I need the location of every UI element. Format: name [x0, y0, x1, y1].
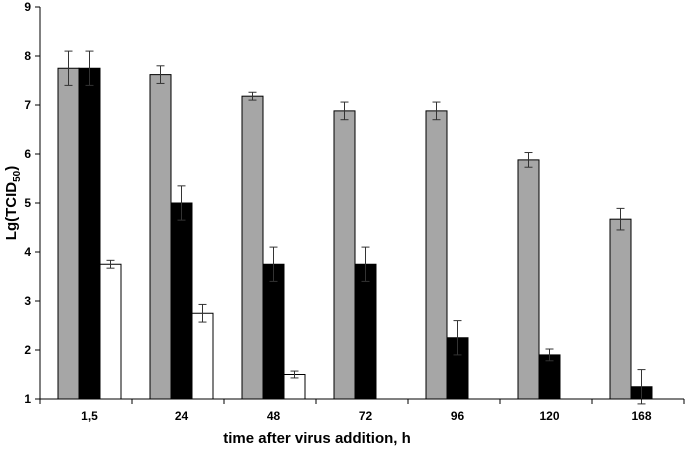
bar [241, 95, 264, 400]
y-tick-label: 4 [24, 245, 31, 259]
bar [609, 218, 632, 400]
bar [425, 110, 448, 400]
bar [333, 110, 356, 400]
bar [354, 263, 377, 400]
bar [149, 74, 172, 400]
x-axis-title: time after virus addition, h [223, 430, 411, 447]
x-tick-label: 48 [267, 409, 281, 423]
y-tick-label: 5 [24, 196, 31, 210]
bar [191, 312, 214, 400]
bar [57, 67, 80, 400]
y-tick-label: 9 [24, 0, 31, 14]
x-tick-label: 168 [631, 409, 651, 423]
bar [262, 263, 285, 400]
y-tick-label: 7 [24, 98, 31, 112]
y-tick-label: 3 [24, 294, 31, 308]
bars-layer [57, 67, 653, 400]
bar [517, 159, 540, 400]
bar [99, 263, 122, 400]
error-bars-layer [64, 50, 646, 405]
y-tick-label: 2 [24, 343, 31, 357]
y-axis-title-close: ) [3, 166, 20, 171]
y-ticks: 1 2 3 4 5 6 7 8 9 [24, 0, 40, 406]
x-tick-label: 24 [175, 409, 189, 423]
bar [538, 354, 561, 400]
y-tick-label: 1 [24, 392, 31, 406]
x-tick-label: 1,5 [81, 409, 98, 423]
x-tick-label: 72 [359, 409, 373, 423]
y-axis-title-main: Lg(TCID [3, 182, 20, 240]
x-tick-label: 120 [539, 409, 559, 423]
y-tick-label: 8 [24, 49, 31, 63]
x-ticks: 1,5 24 48 72 96 120 168 [39, 399, 685, 423]
bar [78, 67, 101, 400]
x-tick-label: 96 [451, 409, 465, 423]
bar [170, 202, 193, 400]
y-tick-label: 6 [24, 147, 31, 161]
y-axis-title: Lg(TCID50) [3, 166, 23, 240]
y-axis-title-subscript: 50 [12, 170, 23, 182]
